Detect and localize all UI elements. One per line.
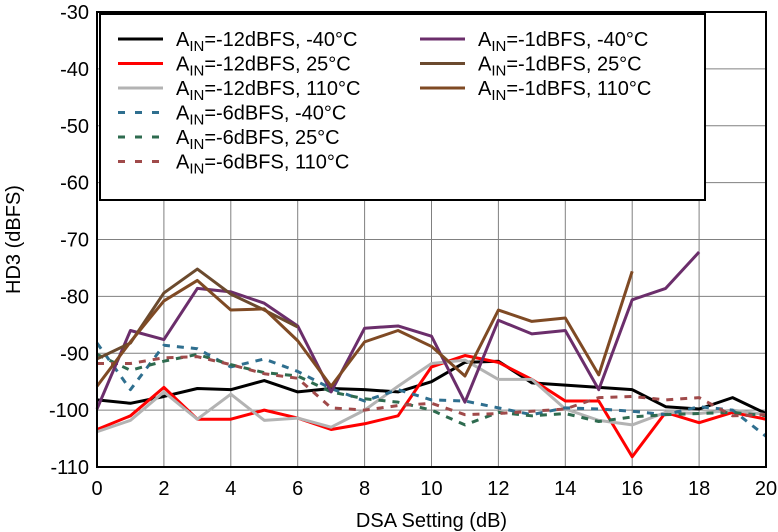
legend-label: AIN=-1dBFS, 110°C — [478, 78, 651, 104]
legend-label: AIN=-1dBFS, 25°C — [478, 54, 642, 80]
legend-label: AIN=-12dBFS, 25°C — [176, 54, 351, 80]
series-line — [97, 355, 767, 418]
y-tick-label: -100 — [49, 400, 89, 422]
legend-label: AIN=-6dBFS, -40°C — [176, 103, 346, 129]
legend-label: AIN=-6dBFS, 25°C — [176, 127, 340, 153]
series-line — [96, 352, 767, 427]
y-tick-label: -70 — [60, 230, 89, 252]
legend-label: AIN=-12dBFS, -40°C — [176, 29, 357, 55]
y-tick-label: -60 — [60, 173, 89, 195]
y-ticks: -30 -40 -50 -60 -70 -80 -90 -100 -110 — [49, 2, 89, 479]
legend-label: AIN=-12dBFS, 110°C — [176, 78, 360, 104]
y-axis-title: HD3 (dBFS) — [3, 185, 25, 294]
x-tick-label: 4 — [225, 478, 236, 500]
y-tick-label: -110 — [50, 457, 89, 479]
series-lines — [95, 250, 767, 459]
x-tick-label: 12 — [487, 478, 509, 500]
y-tick-label: -50 — [60, 116, 89, 138]
legend-label: AIN=-1dBFS, -40°C — [478, 29, 648, 55]
y-tick-label: -80 — [60, 286, 89, 308]
x-tick-label: 10 — [420, 478, 442, 500]
x-tick-label: 16 — [621, 478, 643, 500]
x-tick-label: 0 — [91, 478, 102, 500]
x-ticks: 0 2 4 6 8 10 12 14 16 18 20 — [91, 478, 777, 500]
x-tick-label: 20 — [755, 478, 777, 500]
series-line — [95, 342, 767, 438]
plot-frame — [96, 11, 767, 468]
legend-label: AIN=-6dBFS, 110°C — [176, 152, 349, 178]
x-tick-label: 18 — [688, 478, 710, 500]
series-line — [96, 359, 767, 415]
y-tick-label: -30 — [60, 2, 89, 24]
x-axis-title: DSA Setting (dB) — [356, 510, 507, 532]
x-tick-label: 2 — [158, 478, 169, 500]
series-line — [95, 270, 634, 388]
x-tick-label: 14 — [554, 478, 576, 500]
y-tick-label: -90 — [60, 343, 89, 365]
x-tick-label: 8 — [359, 478, 370, 500]
y-tick-label: -40 — [60, 59, 89, 81]
x-tick-label: 6 — [292, 478, 303, 500]
series-line — [96, 354, 767, 459]
legend-box — [99, 13, 706, 201]
series-line — [95, 250, 701, 410]
